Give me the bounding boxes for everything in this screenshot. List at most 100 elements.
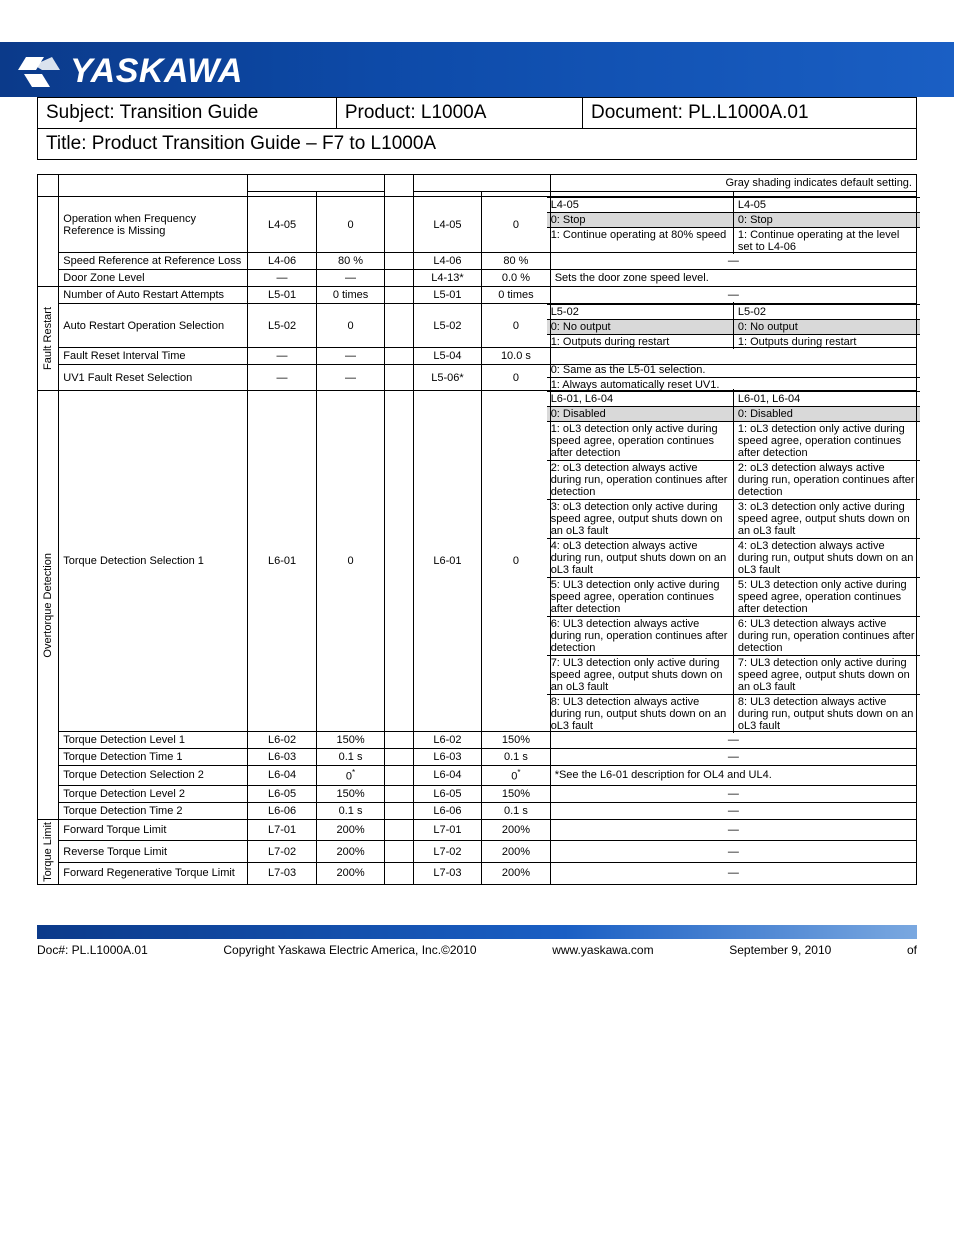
- brand-text: YASKAWA: [70, 52, 243, 91]
- meta-title: Title: Product Transition Guide – F7 to …: [38, 129, 917, 160]
- param-name: Torque Detection Time 2: [59, 802, 248, 819]
- table-row: Forward Regenerative Torque LimitL7-0320…: [38, 862, 917, 884]
- param-no1: —: [248, 348, 317, 365]
- param-no1: —: [248, 270, 317, 287]
- table-row: Speed Reference at Reference LossL4-0680…: [38, 253, 917, 270]
- param-name: Speed Reference at Reference Loss: [59, 253, 248, 270]
- gap-cell: [385, 785, 413, 802]
- param-no2: L6-04: [413, 766, 482, 786]
- param-name: Door Zone Level: [59, 270, 248, 287]
- param-def2: 0.1 s: [482, 802, 551, 819]
- param-no2: L5-02: [413, 304, 482, 348]
- param-def1: 0: [316, 197, 385, 253]
- param-no2: L7-01: [413, 819, 482, 841]
- gap-cell: [385, 802, 413, 819]
- meta-document: Document: PL.L1000A.01: [582, 98, 916, 129]
- param-no1: L6-06: [248, 802, 317, 819]
- param-no1: —: [248, 365, 317, 391]
- table-row: Operation when Frequency Reference is Mi…: [38, 197, 917, 253]
- param-def1: 0: [316, 304, 385, 348]
- param-def1: 200%: [316, 862, 385, 884]
- param-def2: 0.0 %: [482, 270, 551, 287]
- table-row: Fault RestartNumber of Auto Restart Atte…: [38, 287, 917, 304]
- param-def2: 200%: [482, 841, 551, 863]
- table-row: Torque Detection Level 2L6-05150%L6-0515…: [38, 785, 917, 802]
- param-def2: 0: [482, 365, 551, 391]
- param-name: Torque Detection Selection 1: [59, 391, 248, 732]
- table-row: Reverse Torque LimitL7-02200%L7-02200%—: [38, 841, 917, 863]
- notes-dash: —: [550, 802, 916, 819]
- footer-url: www.yaskawa.com: [552, 943, 653, 957]
- param-no2: L6-06: [413, 802, 482, 819]
- table-row: Torque Detection Level 1L6-02150%L6-0215…: [38, 732, 917, 749]
- param-def1: 150%: [316, 732, 385, 749]
- param-name: Torque Detection Time 1: [59, 749, 248, 766]
- param-no2: L7-02: [413, 841, 482, 863]
- gap-cell: [385, 749, 413, 766]
- param-def2: 0.1 s: [482, 749, 551, 766]
- param-no1: L6-03: [248, 749, 317, 766]
- param-def1: 0*: [316, 766, 385, 786]
- param-no2: L7-03: [413, 862, 482, 884]
- gap-cell: [385, 391, 413, 732]
- param-def2: 0: [482, 197, 551, 253]
- param-no2: L5-06*: [413, 365, 482, 391]
- params-table: Gray shading indicates default setting. …: [37, 174, 917, 885]
- param-no2: L4-13*: [413, 270, 482, 287]
- gap-cell: [385, 197, 413, 253]
- param-def2: 10.0 s: [482, 348, 551, 365]
- gap-cell: [385, 348, 413, 365]
- param-def2: 200%: [482, 819, 551, 841]
- param-name: Torque Detection Selection 2: [59, 766, 248, 786]
- param-no1: L5-01: [248, 287, 317, 304]
- table-row: UV1 Fault Reset Selection——L5-06*00: Sam…: [38, 365, 917, 391]
- gap-cell: [385, 253, 413, 270]
- param-def2: 0*: [482, 766, 551, 786]
- notes-pair: L4-05L4-050: Stop0: Stop1: Continue oper…: [550, 197, 916, 253]
- param-def1: 200%: [316, 819, 385, 841]
- param-no1: L5-02: [248, 304, 317, 348]
- param-def1: —: [316, 365, 385, 391]
- notes-dash: —: [550, 749, 916, 766]
- param-def1: 150%: [316, 785, 385, 802]
- notes-lines: 0: Same as the L5-01 selection.1: Always…: [550, 365, 916, 391]
- footer-date: September 9, 2010: [729, 943, 831, 957]
- param-def2: 0 times: [482, 287, 551, 304]
- footer-page: of: [907, 943, 917, 957]
- group-label: Torque Limit: [38, 819, 59, 884]
- table-row: Torque LimitForward Torque LimitL7-01200…: [38, 819, 917, 841]
- param-no2: L6-03: [413, 749, 482, 766]
- param-def2: 0: [482, 391, 551, 732]
- notes-dash: —: [550, 253, 916, 270]
- param-no1: L4-05: [248, 197, 317, 253]
- table-row: Torque Detection Time 2L6-060.1 sL6-060.…: [38, 802, 917, 819]
- param-no1: L6-05: [248, 785, 317, 802]
- param-name: Fault Reset Interval Time: [59, 348, 248, 365]
- param-no1: L7-03: [248, 862, 317, 884]
- param-def2: 150%: [482, 785, 551, 802]
- table-row: Auto Restart Operation SelectionL5-020L5…: [38, 304, 917, 348]
- param-def2: 150%: [482, 732, 551, 749]
- notes-dash: —: [550, 785, 916, 802]
- param-name: Torque Detection Level 1: [59, 732, 248, 749]
- notes-dash: —: [550, 287, 916, 304]
- param-def1: 0 times: [316, 287, 385, 304]
- notes-empty: [550, 348, 916, 365]
- notes-dash: —: [550, 819, 916, 841]
- gray-shading-note: Gray shading indicates default setting.: [550, 175, 916, 192]
- param-def2: 0: [482, 304, 551, 348]
- param-def2: 200%: [482, 862, 551, 884]
- param-def1: 0.1 s: [316, 802, 385, 819]
- group-label: Overtorque Detection: [38, 391, 59, 820]
- logo: YASKAWA: [18, 52, 954, 91]
- header-band: YASKAWA: [0, 42, 954, 97]
- param-no1: L7-01: [248, 819, 317, 841]
- param-no1: L7-02: [248, 841, 317, 863]
- group-label: Fault Restart: [38, 287, 59, 391]
- param-name: Torque Detection Level 2: [59, 785, 248, 802]
- notes-dash: —: [550, 732, 916, 749]
- param-def1: —: [316, 270, 385, 287]
- param-no2: L6-01: [413, 391, 482, 732]
- footer-band: [37, 925, 917, 939]
- notes-single: Sets the door zone speed level.: [550, 270, 916, 287]
